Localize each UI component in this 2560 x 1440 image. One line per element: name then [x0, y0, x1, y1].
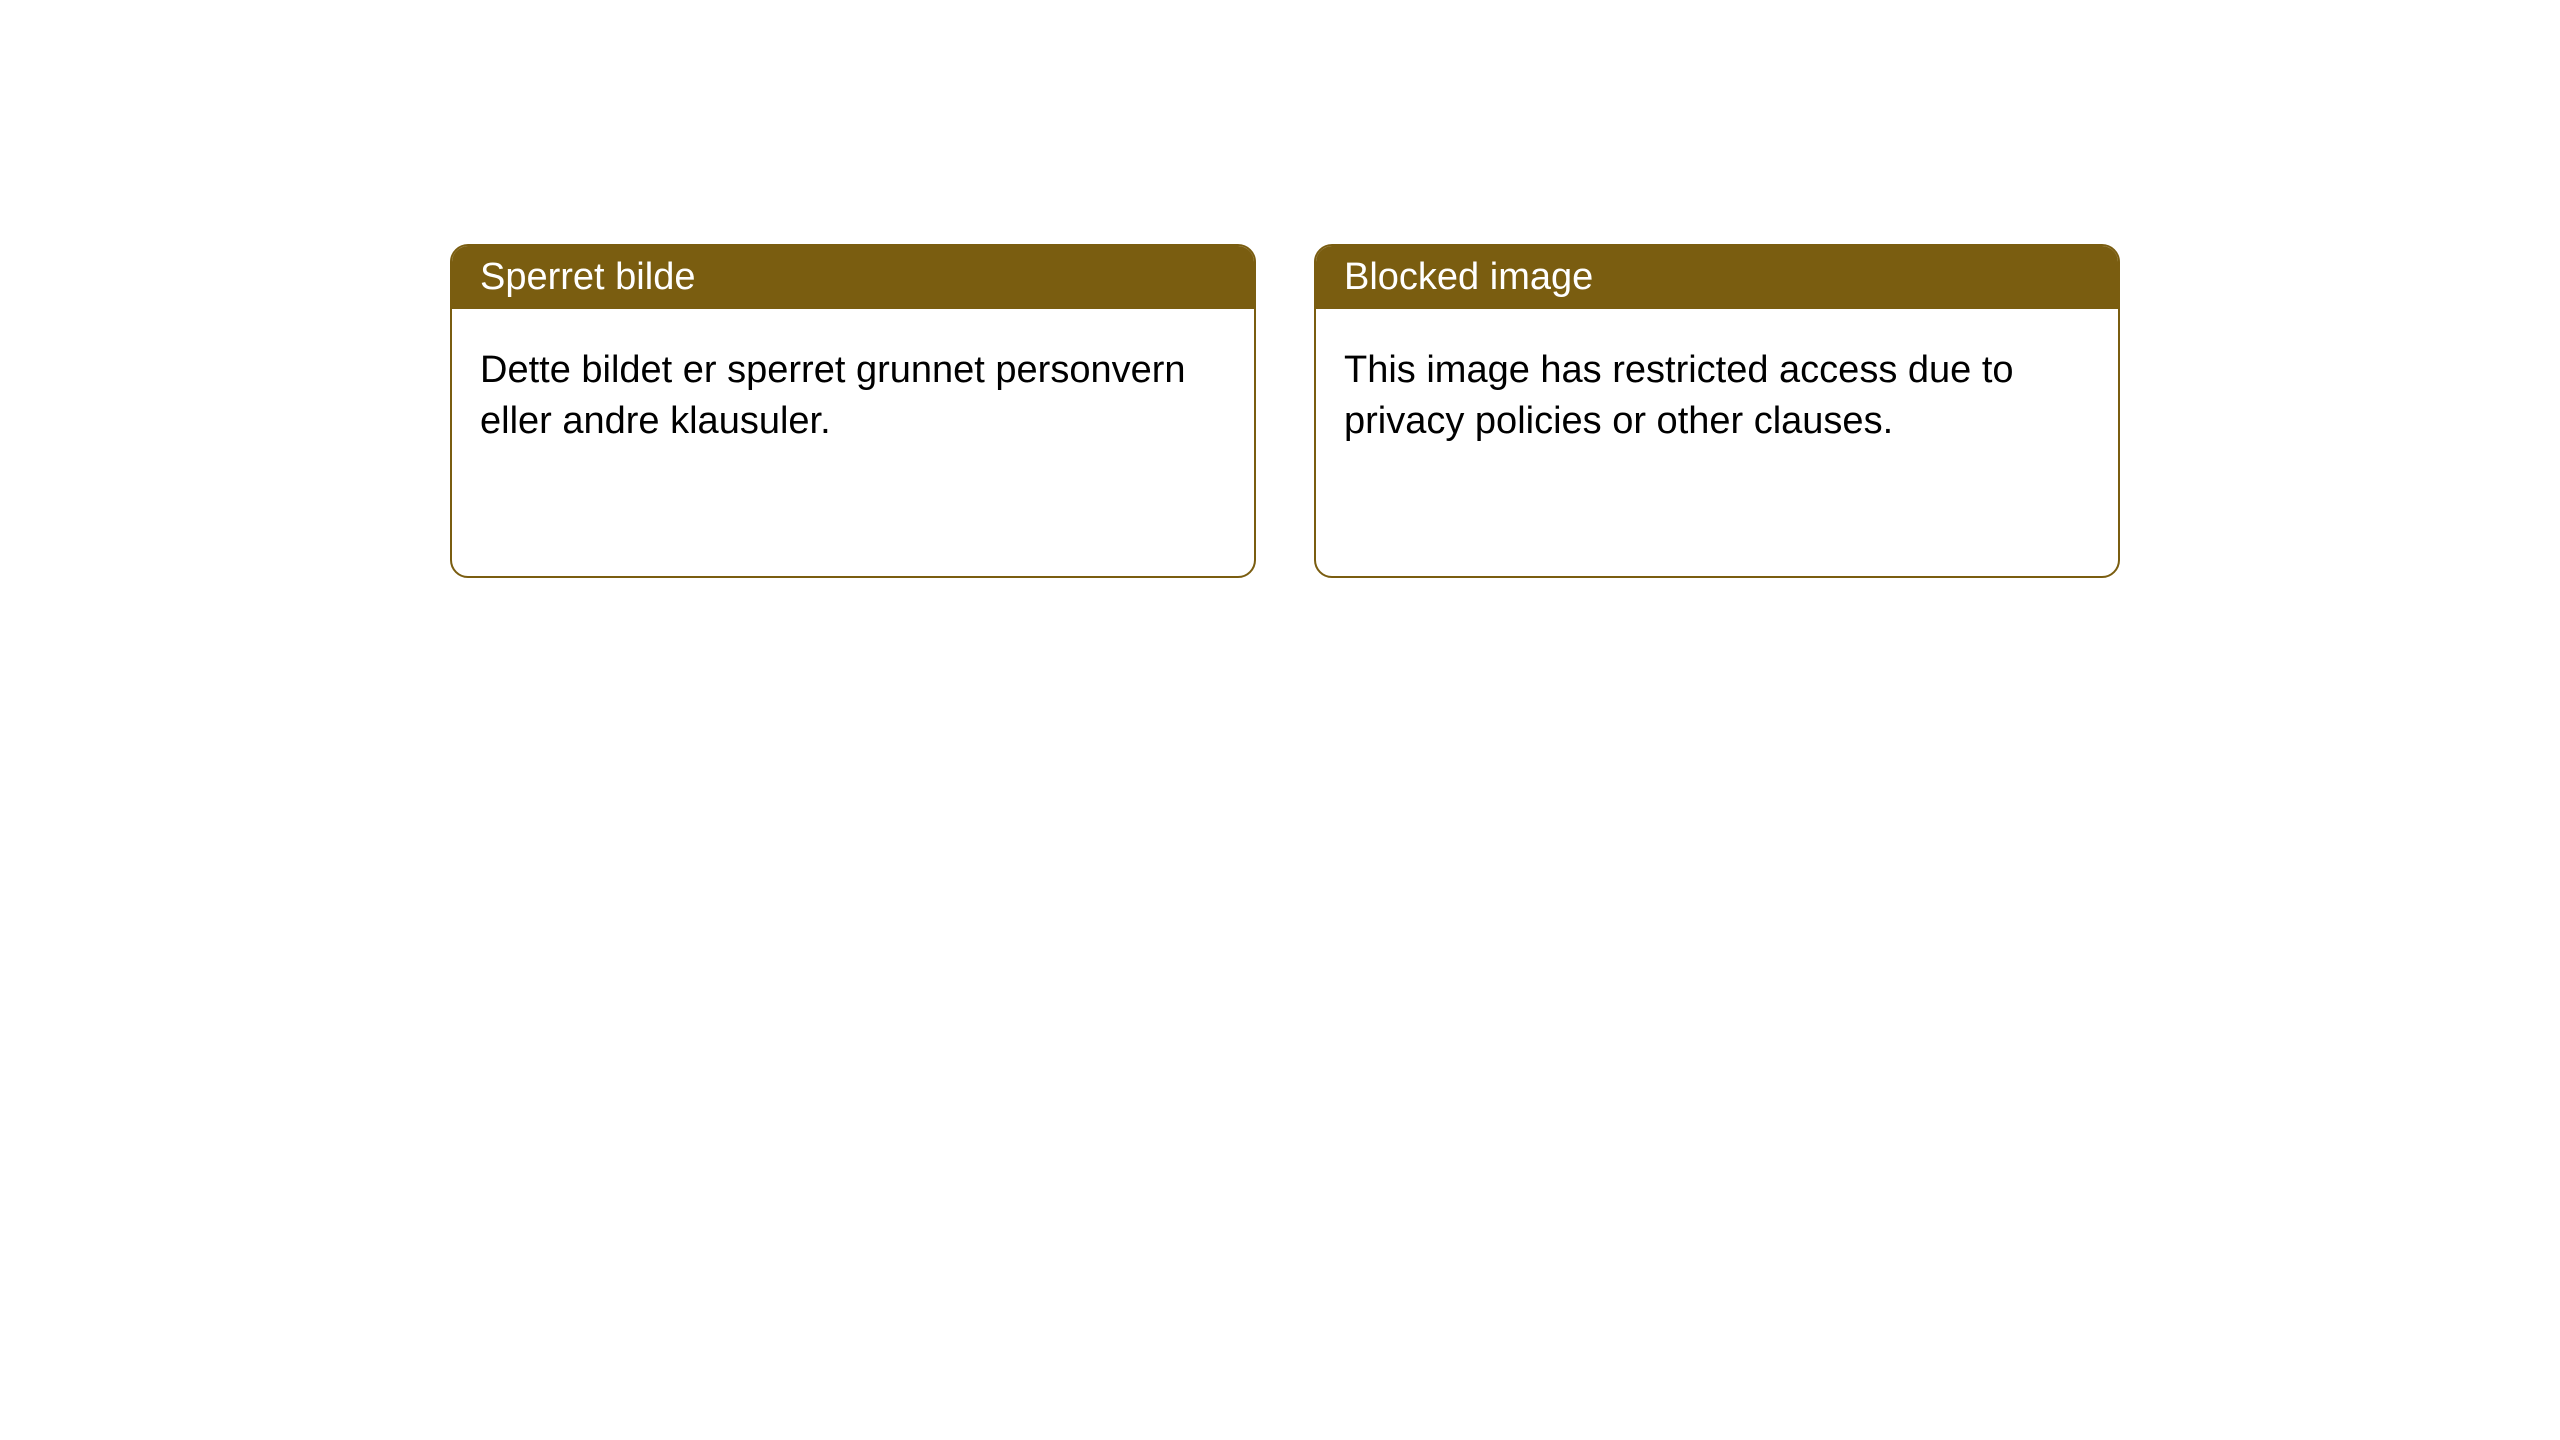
notice-header-no: Sperret bilde [452, 246, 1254, 309]
notice-header-en: Blocked image [1316, 246, 2118, 309]
notice-body-no: Dette bildet er sperret grunnet personve… [452, 309, 1254, 484]
notice-box-no: Sperret bilde Dette bildet er sperret gr… [450, 244, 1256, 578]
notice-body-en: This image has restricted access due to … [1316, 309, 2118, 484]
notice-container: Sperret bilde Dette bildet er sperret gr… [0, 0, 2560, 578]
notice-box-en: Blocked image This image has restricted … [1314, 244, 2120, 578]
